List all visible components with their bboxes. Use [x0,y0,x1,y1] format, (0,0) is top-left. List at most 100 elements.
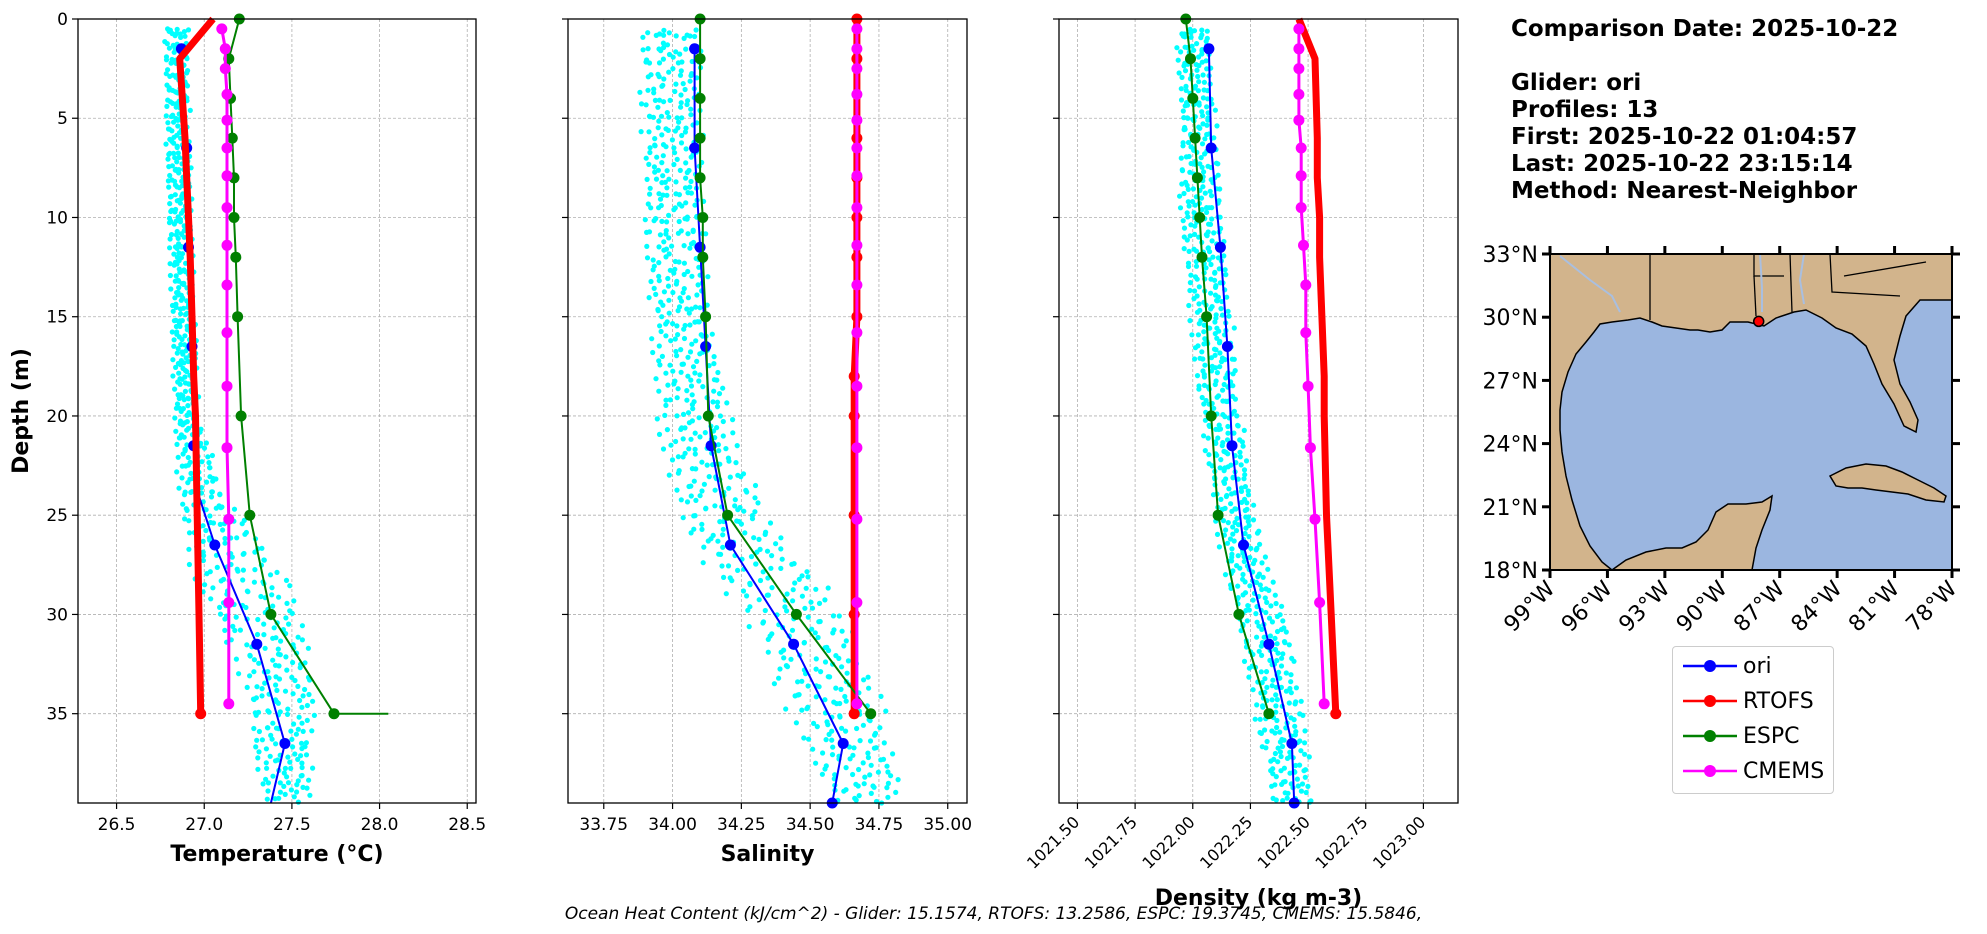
series-point-cmems [851,597,863,608]
glider-point [220,576,227,583]
glider-point [711,354,717,360]
glider-point [1263,745,1269,751]
glider-point [651,90,657,96]
glider-point [667,362,673,368]
glider-point [782,604,788,610]
glider-point [263,746,269,752]
glider-location-map: 33°N 30°N 27°N 24°N 21°N 18°N99°W96°W93°W90°W… [1483,243,1963,637]
map-lon-label: 84°W [1787,576,1848,637]
glider-point [666,310,672,316]
glider-point [1250,597,1256,603]
glider-point [204,479,210,485]
x-axis-label: Temperature (°C) [170,842,383,867]
info-last: Last: 2025-10-22 23:15:14 [1511,151,1853,177]
glider-point [181,234,187,240]
glider-point [865,674,871,680]
glider-point [172,209,178,215]
glider-point [1242,484,1248,490]
glider-point [1287,770,1293,776]
series-point-espc [328,708,340,720]
glider-point [186,518,192,524]
glider-point [1182,126,1188,132]
glider-point [186,410,192,416]
glider-point [832,772,838,778]
glider-point [1258,730,1264,737]
glider-point [273,674,279,680]
glider-point [1230,383,1236,389]
glider-point [656,97,663,103]
glider-point [662,179,668,185]
glider-point [1242,530,1248,537]
glider-point [207,569,213,575]
glider-point [184,442,190,448]
glider-point [1240,550,1246,556]
glider-point [261,621,267,627]
series-point-ori [251,638,263,650]
glider-point [1281,625,1287,631]
glider-point [1273,709,1279,715]
glider-point [208,596,214,602]
series-point-ori [689,142,701,154]
series-point-espc [790,608,802,620]
glider-point [254,684,260,690]
glider-point [778,535,784,541]
glider-point [644,255,651,261]
glider-point [164,41,170,47]
glider-point [1217,364,1223,370]
glider-point [730,430,736,436]
glider-point [299,637,305,643]
glider-point [252,549,258,555]
glider-point [273,635,279,641]
glider-point [865,750,871,756]
glider-point [1282,640,1288,646]
glider-point [647,185,653,191]
glider-point [1206,257,1212,263]
x-tick-label: 1021.75 [1081,812,1141,872]
glider-point [767,520,774,526]
glider-point [1275,650,1281,656]
glider-point [1233,528,1240,534]
glider-point [680,361,687,367]
glider-point [796,576,802,583]
glider-point [200,557,206,564]
glider-point [1188,222,1194,228]
glider-point [176,154,182,161]
glider-point [645,46,651,52]
glider-point [685,268,691,275]
glider-point [277,780,283,786]
glider-point [809,605,816,611]
glider-point [1242,579,1248,585]
glider-point [883,708,889,714]
glider-point [817,618,823,625]
glider-point [841,643,847,649]
glider-point [778,546,784,552]
glider-point [179,178,185,184]
glider-point [663,402,669,408]
glider-point [881,740,887,746]
glider-point [167,236,173,242]
glider-point [181,434,187,440]
series-point-cmems [851,170,863,182]
glider-point [290,744,296,750]
glider-point [1234,413,1240,419]
glider-point [177,381,183,387]
glider-point [173,115,179,122]
glider-point [680,290,686,296]
glider-point [693,497,699,503]
glider-point [823,737,829,743]
glider-point [180,351,186,357]
glider-point [678,140,685,146]
glider-point [174,159,180,165]
glider-point [1220,518,1227,524]
glider-point [304,717,310,724]
series-point-ori [1286,738,1298,749]
legend-swatch-rtofs [1683,695,1737,707]
series-point-cmems [1293,114,1305,126]
glider-point [714,404,721,410]
glider-point [656,260,662,266]
glider-point [163,141,169,147]
glider-point [1204,122,1210,128]
glider-point [1187,318,1193,324]
glider-point [1251,502,1257,508]
glider-point [682,450,688,456]
